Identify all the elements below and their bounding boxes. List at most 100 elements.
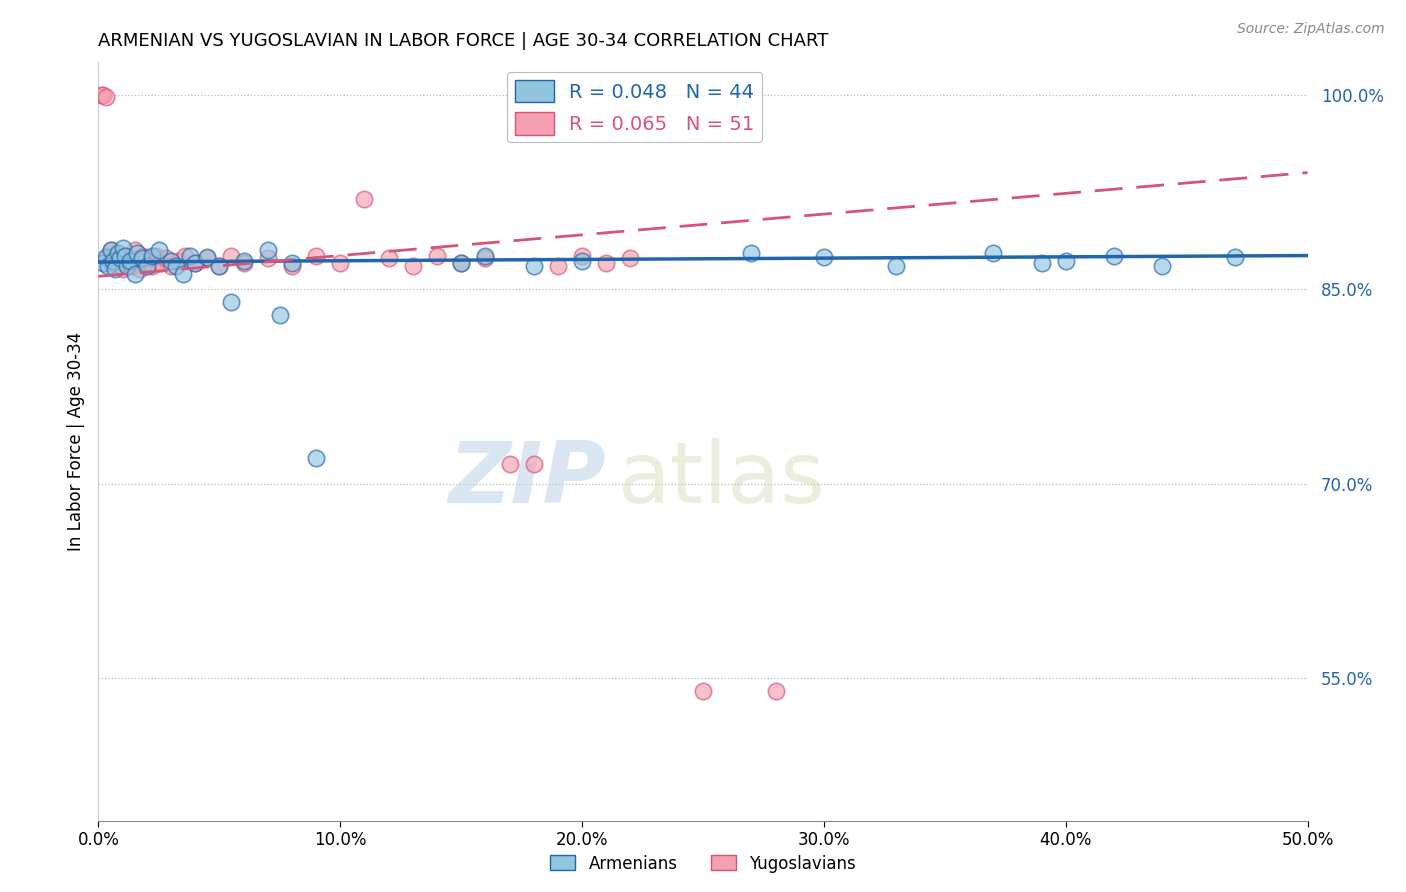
Point — [118, 253, 141, 268]
Point — [100, 244, 122, 258]
Point — [104, 261, 127, 276]
Point — [886, 259, 908, 273]
Point — [1054, 253, 1077, 268]
Text: atlas: atlas — [619, 438, 827, 521]
Point — [160, 259, 183, 273]
Point — [101, 253, 124, 268]
Point — [353, 192, 375, 206]
Point — [174, 248, 197, 262]
Point — [329, 256, 352, 270]
Point — [114, 248, 136, 262]
Point — [108, 253, 131, 268]
Point — [117, 259, 139, 273]
Y-axis label: In Labor Force | Age 30-34: In Labor Force | Age 30-34 — [66, 332, 84, 551]
Point — [165, 259, 187, 273]
Point — [135, 251, 157, 265]
Point — [124, 244, 146, 258]
Point — [94, 250, 117, 264]
Point — [90, 87, 112, 102]
Point — [127, 246, 149, 260]
Point — [134, 256, 156, 270]
Point — [1102, 248, 1125, 262]
Point — [619, 251, 641, 265]
Point — [195, 250, 218, 264]
Point — [108, 251, 131, 265]
Point — [114, 248, 136, 262]
Point — [1223, 250, 1246, 264]
Point — [281, 256, 304, 270]
Point — [256, 244, 278, 258]
Point — [208, 259, 231, 273]
Legend: Armenians, Yugoslavians: Armenians, Yugoslavians — [544, 848, 862, 880]
Point — [281, 259, 304, 273]
Point — [101, 251, 124, 265]
Point — [111, 241, 134, 255]
Point — [91, 87, 114, 102]
Point — [402, 259, 425, 273]
Point — [523, 259, 546, 273]
Legend: R = 0.048   N = 44, R = 0.065   N = 51: R = 0.048 N = 44, R = 0.065 N = 51 — [508, 72, 762, 143]
Point — [97, 250, 120, 264]
Point — [305, 450, 328, 465]
Point — [148, 244, 170, 258]
Point — [377, 251, 399, 265]
Point — [155, 251, 177, 265]
Point — [117, 256, 139, 270]
Point — [195, 251, 218, 265]
Text: ARMENIAN VS YUGOSLAVIAN IN LABOR FORCE | AGE 30-34 CORRELATION CHART: ARMENIAN VS YUGOSLAVIAN IN LABOR FORCE |… — [98, 32, 828, 50]
Point — [765, 684, 787, 698]
Point — [121, 259, 143, 273]
Text: Source: ZipAtlas.com: Source: ZipAtlas.com — [1237, 22, 1385, 37]
Point — [450, 256, 472, 270]
Text: ZIP: ZIP — [449, 438, 606, 521]
Point — [100, 244, 122, 258]
Point — [269, 308, 291, 322]
Point — [208, 259, 231, 273]
Point — [813, 250, 835, 264]
Point — [135, 259, 157, 273]
Point — [128, 261, 150, 276]
Point — [221, 248, 243, 262]
Point — [571, 253, 593, 268]
Point — [131, 248, 153, 262]
Point — [118, 251, 141, 265]
Point — [1152, 259, 1174, 273]
Point — [124, 267, 146, 281]
Point — [167, 253, 190, 268]
Point — [474, 248, 496, 262]
Point — [184, 256, 207, 270]
Point — [305, 248, 328, 262]
Point — [498, 457, 520, 471]
Point — [91, 256, 114, 270]
Point — [145, 248, 167, 262]
Point — [111, 261, 134, 276]
Point — [981, 246, 1004, 260]
Point — [523, 457, 546, 471]
Point — [692, 684, 714, 698]
Point — [740, 246, 762, 260]
Point — [184, 256, 207, 270]
Point — [141, 259, 163, 273]
Point — [127, 253, 149, 268]
Point — [179, 248, 201, 262]
Point — [131, 251, 153, 265]
Point — [547, 259, 569, 273]
Point — [141, 248, 163, 262]
Point — [474, 251, 496, 265]
Point — [97, 259, 120, 273]
Point — [256, 251, 278, 265]
Point — [104, 248, 127, 262]
Point — [450, 256, 472, 270]
Point — [172, 267, 194, 281]
Point — [107, 246, 129, 260]
Point — [1031, 256, 1053, 270]
Point — [100, 256, 122, 270]
Point — [232, 253, 254, 268]
Point — [595, 256, 617, 270]
Point — [107, 259, 129, 273]
Point — [571, 248, 593, 262]
Point — [426, 248, 449, 262]
Point — [150, 256, 173, 270]
Point — [94, 90, 117, 104]
Point — [221, 295, 243, 310]
